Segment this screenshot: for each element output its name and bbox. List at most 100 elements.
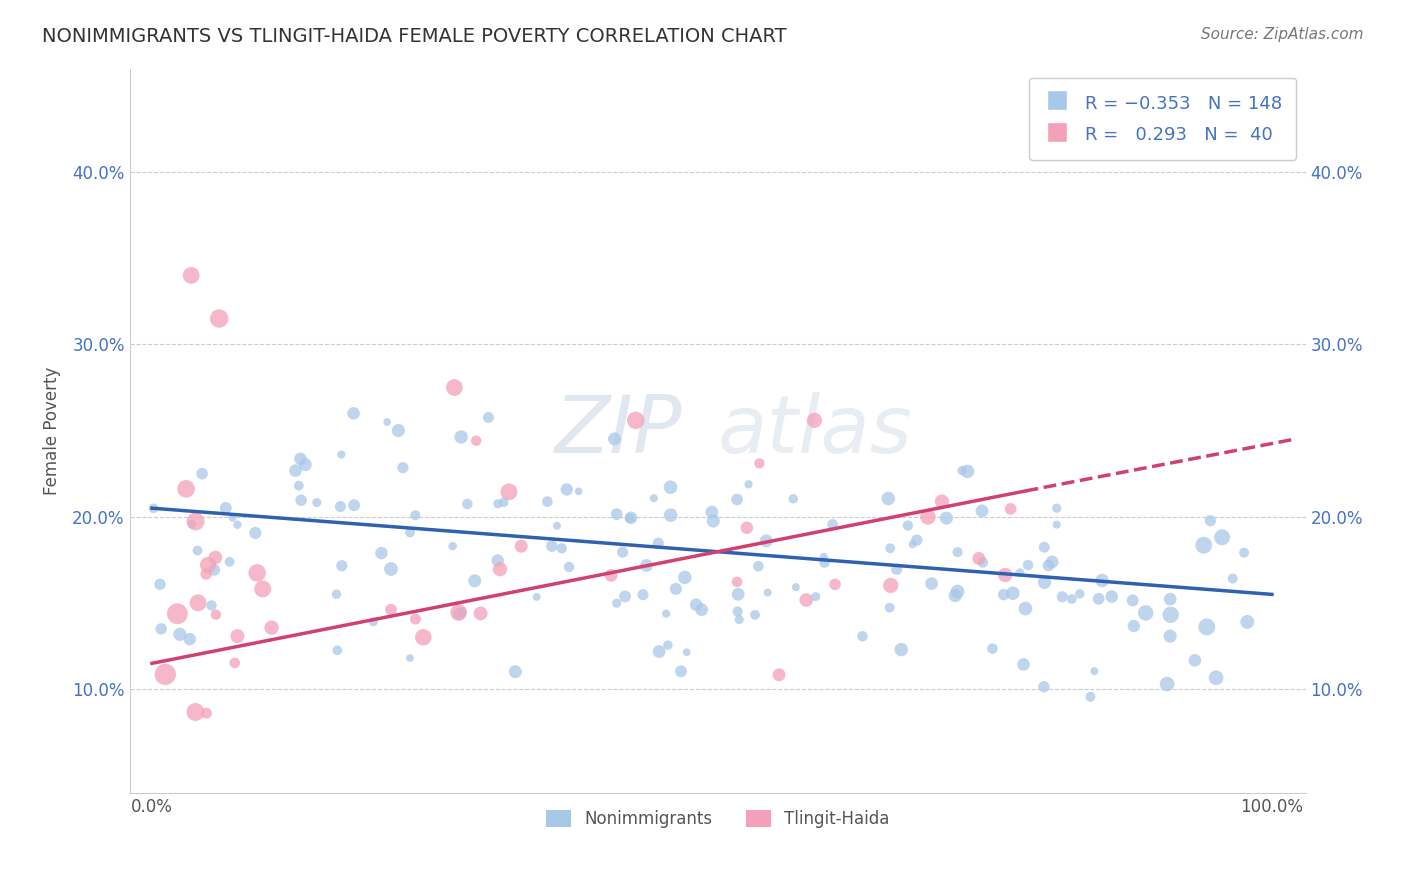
Point (180, 516, 202, 531)
Point (510, 539, 533, 553)
Point (489, 562, 512, 576)
Point (879, 541, 901, 556)
Point (450, 430, 472, 444)
Point (606, 596, 628, 610)
Point (555, 483, 578, 497)
Point (218, 555, 240, 569)
Point (205, 607, 228, 622)
Point (155, 667, 177, 681)
Point (1046, 501, 1069, 516)
Point (1091, 574, 1114, 588)
Point (981, 641, 1004, 656)
Point (620, 511, 643, 525)
Point (498, 484, 520, 499)
Point (290, 451, 312, 466)
Point (756, 585, 779, 599)
Point (191, 467, 214, 481)
Point (886, 562, 908, 576)
Point (1184, 653, 1206, 667)
Point (169, 627, 191, 641)
Point (412, 630, 434, 644)
Point (813, 549, 835, 564)
Point (972, 556, 994, 570)
Point (1083, 664, 1105, 678)
Point (614, 590, 637, 604)
Point (803, 413, 825, 427)
Point (665, 582, 688, 596)
Point (1038, 558, 1060, 573)
Legend: Nonimmigrants, Tlingit-Haida: Nonimmigrants, Tlingit-Haida (538, 804, 896, 835)
Point (1060, 591, 1083, 606)
Point (768, 667, 790, 681)
Point (606, 507, 628, 521)
Point (204, 550, 226, 565)
Point (1046, 517, 1069, 532)
Point (441, 539, 464, 553)
Point (305, 495, 328, 509)
Point (673, 570, 696, 584)
Point (794, 593, 817, 607)
Point (546, 518, 568, 533)
Point (375, 415, 398, 429)
Point (1087, 591, 1109, 606)
Point (294, 458, 316, 472)
Point (404, 508, 426, 523)
Point (675, 645, 697, 659)
Point (1012, 657, 1035, 672)
Point (748, 456, 770, 470)
Point (1040, 555, 1063, 569)
Point (600, 568, 623, 582)
Point (657, 638, 679, 652)
Point (624, 413, 647, 427)
Point (943, 589, 966, 603)
Point (370, 546, 392, 560)
Point (967, 551, 990, 566)
Point (456, 497, 478, 511)
Point (631, 588, 654, 602)
Point (195, 706, 218, 721)
Point (465, 434, 488, 448)
Point (685, 598, 707, 612)
Point (782, 491, 804, 506)
Point (470, 607, 492, 621)
Point (404, 612, 426, 626)
Point (619, 511, 641, 525)
Point (880, 578, 903, 592)
Point (813, 556, 835, 570)
Point (226, 629, 249, 643)
Point (917, 509, 939, 524)
Point (1001, 586, 1024, 600)
Point (399, 525, 422, 540)
Point (725, 574, 748, 589)
Point (568, 484, 591, 499)
Point (179, 632, 201, 647)
Point (727, 605, 749, 619)
Point (1033, 575, 1056, 590)
Point (186, 543, 208, 558)
Point (174, 482, 197, 496)
Point (1080, 690, 1102, 704)
Point (1101, 590, 1123, 604)
Point (744, 607, 766, 622)
Point (325, 587, 347, 601)
Point (149, 577, 172, 591)
Point (877, 491, 900, 506)
Point (993, 588, 1015, 602)
Point (208, 311, 231, 326)
Point (450, 605, 472, 619)
Point (700, 505, 723, 519)
Point (1222, 572, 1244, 586)
Point (737, 477, 759, 491)
Point (449, 607, 471, 621)
Point (1156, 677, 1178, 691)
Point (647, 536, 669, 550)
Point (725, 492, 748, 507)
Point (659, 508, 682, 522)
Point (486, 553, 509, 567)
Point (1192, 538, 1215, 552)
Point (851, 629, 873, 643)
Point (636, 558, 658, 573)
Point (343, 498, 366, 512)
Point (221, 510, 243, 524)
Point (246, 566, 269, 580)
